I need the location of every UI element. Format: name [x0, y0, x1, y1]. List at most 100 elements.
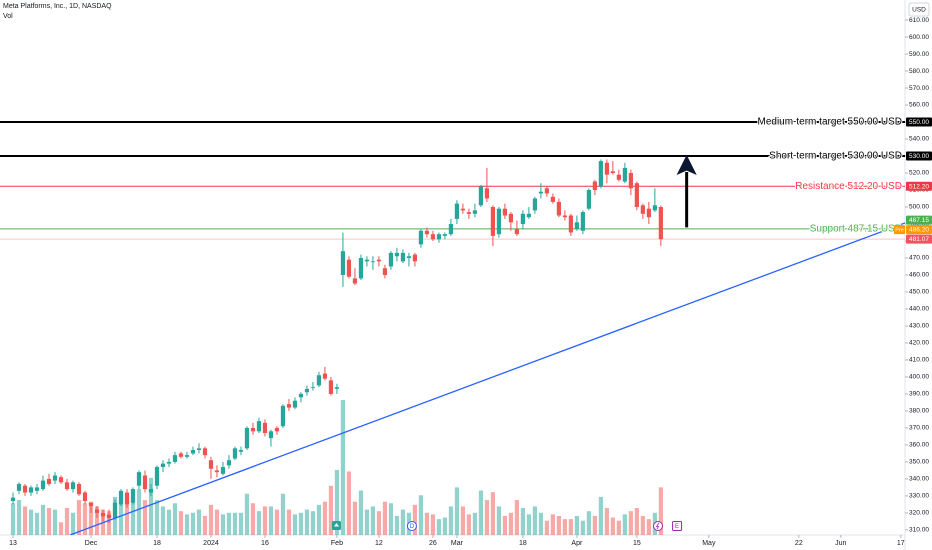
candle-body	[646, 208, 651, 218]
volume-bar	[34, 512, 40, 535]
candle-body	[430, 234, 436, 240]
candle-body	[640, 205, 645, 214]
candle-body	[496, 208, 501, 235]
candle-body	[136, 472, 142, 486]
candle-body	[634, 183, 639, 207]
volume-bar	[568, 519, 573, 535]
candle-body	[256, 421, 262, 432]
y-tick-label: 450.00	[909, 289, 929, 296]
volume-bar	[190, 512, 196, 535]
volume-bar	[76, 500, 82, 535]
event-icon	[672, 521, 683, 531]
candle-body	[172, 455, 178, 462]
candle-body	[100, 512, 106, 517]
y-tick-label: 360.00	[909, 442, 929, 449]
volume-bar	[58, 522, 64, 535]
y-tick-label: 350.00	[909, 459, 929, 466]
candle-body	[364, 259, 370, 262]
candle-body	[352, 278, 358, 284]
candle-body	[562, 215, 567, 218]
candle-body	[418, 230, 424, 245]
volume-bar	[16, 500, 22, 535]
x-tick-label: Apr	[571, 540, 583, 547]
candle-body	[514, 229, 519, 235]
x-tick-label: 15	[633, 540, 641, 547]
volume-bar	[376, 511, 382, 535]
candle-body	[460, 208, 466, 211]
candle-body	[10, 497, 16, 502]
candle-body	[502, 208, 507, 216]
candle-body	[526, 213, 531, 218]
candle-body	[358, 257, 364, 279]
volume-bar	[610, 517, 615, 535]
candle-body	[160, 463, 166, 468]
volume-bar	[448, 506, 454, 535]
candle-body	[268, 431, 274, 439]
candle-body	[202, 448, 208, 456]
volume-bar	[70, 512, 76, 535]
candle-body	[412, 254, 418, 262]
volume-bar	[178, 511, 184, 535]
volume-bar	[28, 509, 34, 535]
volume-bar	[130, 496, 136, 535]
volume-bar	[238, 512, 244, 535]
volume-bar	[436, 519, 442, 535]
price-tag-label: 487.15	[909, 217, 929, 224]
y-tick-label: 460.00	[909, 272, 929, 279]
candle-body	[406, 256, 412, 258]
candle-body	[652, 205, 657, 211]
y-tick-label: 310.00	[909, 527, 929, 534]
candle-body	[334, 387, 340, 389]
volume-bar	[52, 509, 58, 535]
x-tick-label: 16	[261, 540, 269, 547]
candle-body	[622, 167, 627, 182]
candle-body	[310, 387, 316, 388]
volume-bar	[274, 509, 280, 535]
volume-bar	[292, 514, 298, 535]
currency-box[interactable]	[908, 2, 930, 17]
y-tick-label: 430.00	[909, 323, 929, 330]
volume-bar	[220, 514, 226, 535]
volume-bar	[214, 509, 220, 535]
volume-bar	[136, 488, 142, 535]
candle-body	[250, 427, 256, 432]
candle-body	[568, 215, 573, 233]
x-tick-label: 2024	[203, 540, 219, 547]
candle-body	[190, 450, 196, 454]
candle-body	[550, 196, 555, 202]
y-tick-label: 380.00	[909, 408, 929, 415]
volume-bar	[88, 501, 94, 535]
volume-bar	[634, 508, 639, 535]
x-tick-label: 18	[153, 540, 161, 547]
candle-body	[64, 482, 70, 490]
volume-bar	[472, 512, 478, 535]
candle-body	[388, 252, 394, 267]
volume-bar	[286, 509, 292, 535]
volume-bar	[382, 501, 388, 535]
volume-bar	[118, 500, 124, 535]
candle-body	[16, 484, 22, 491]
candle-body	[598, 161, 603, 187]
candle-body	[142, 475, 148, 490]
volume-bar	[640, 515, 645, 535]
candle-body	[382, 268, 388, 275]
candle-body	[400, 252, 406, 262]
y-tick-label: 390.00	[909, 391, 929, 398]
candle-body	[118, 490, 124, 505]
level-label: Medium-term target 550.00 USD	[757, 117, 902, 128]
volume-bar	[202, 515, 208, 535]
volume-bar	[478, 490, 484, 535]
y-tick-label: 320.00	[909, 510, 929, 517]
volume-bar	[154, 500, 160, 535]
volume-bar	[598, 496, 603, 535]
volume-bar	[358, 490, 364, 535]
price-tag-label: 486.20	[909, 227, 929, 234]
volume-bar	[430, 514, 436, 535]
news-event-icon[interactable]	[653, 521, 663, 531]
volume-bar	[418, 495, 424, 535]
candle-body	[106, 514, 112, 519]
volume-bar	[466, 514, 472, 535]
candle-body	[232, 448, 238, 459]
candle-body	[328, 380, 334, 394]
volume-bar	[340, 400, 346, 535]
